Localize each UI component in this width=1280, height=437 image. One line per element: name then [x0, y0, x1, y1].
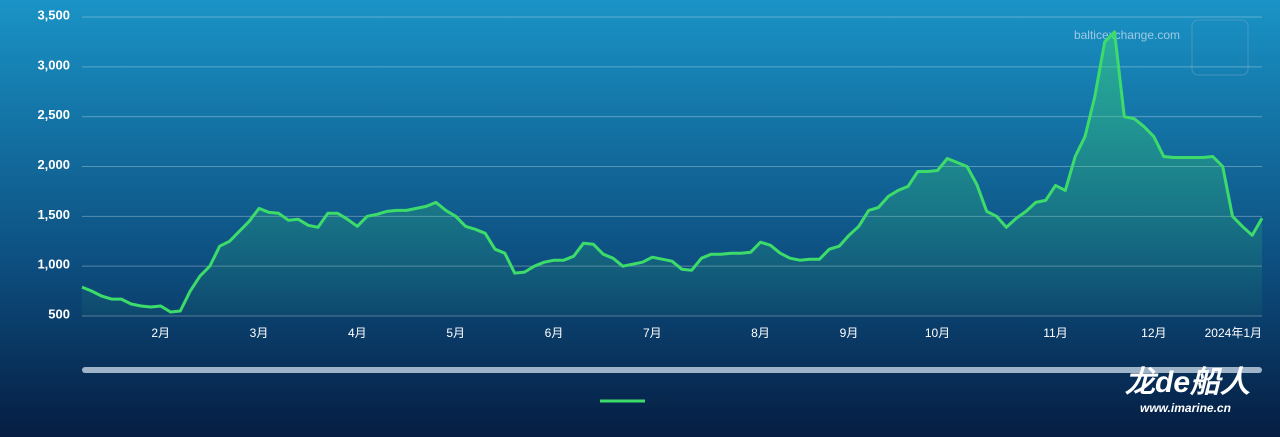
x-tick-label: 2024年1月 [1205, 326, 1262, 340]
y-tick-label: 3,500 [37, 7, 70, 22]
y-tick-label: 2,500 [37, 107, 70, 122]
x-tick-label: 3月 [250, 326, 269, 340]
area [82, 31, 1262, 317]
x-tick-label: 5月 [446, 326, 465, 340]
y-tick-label: 500 [48, 306, 70, 321]
y-tick-label: 3,000 [37, 57, 70, 72]
legend-label: BDI [652, 394, 672, 408]
x-tick-label: 11月 [1043, 326, 1067, 340]
x-tick-label: 4月 [348, 326, 367, 340]
x-tick-label: 2月 [151, 326, 170, 340]
y-tick-label: 2,000 [37, 157, 70, 172]
line [81, 30, 1264, 314]
watermark: www.imarine.cn [1140, 401, 1231, 415]
scrollbar [82, 367, 1262, 373]
x-tick-label: 7月 [643, 326, 662, 340]
x-tick-label: 10月 [925, 326, 950, 340]
x-tick-label: 12月 [1141, 326, 1166, 340]
x-tick-label: 8月 [751, 326, 770, 340]
y-tick-label: 1,000 [37, 257, 70, 272]
x-tick-label: 6月 [545, 326, 564, 340]
y-tick-label: 1,500 [37, 207, 70, 222]
x-tick-label: 9月 [840, 326, 859, 340]
logo [1191, 19, 1249, 76]
watermark: 龙de船人 [1125, 366, 1250, 399]
plot: 500 1,000 1,500 2,000 2,500 3,000 3,500 2月 3月 4月 5… [37, 7, 1264, 340]
source: balticexchange.com [1074, 28, 1180, 42]
